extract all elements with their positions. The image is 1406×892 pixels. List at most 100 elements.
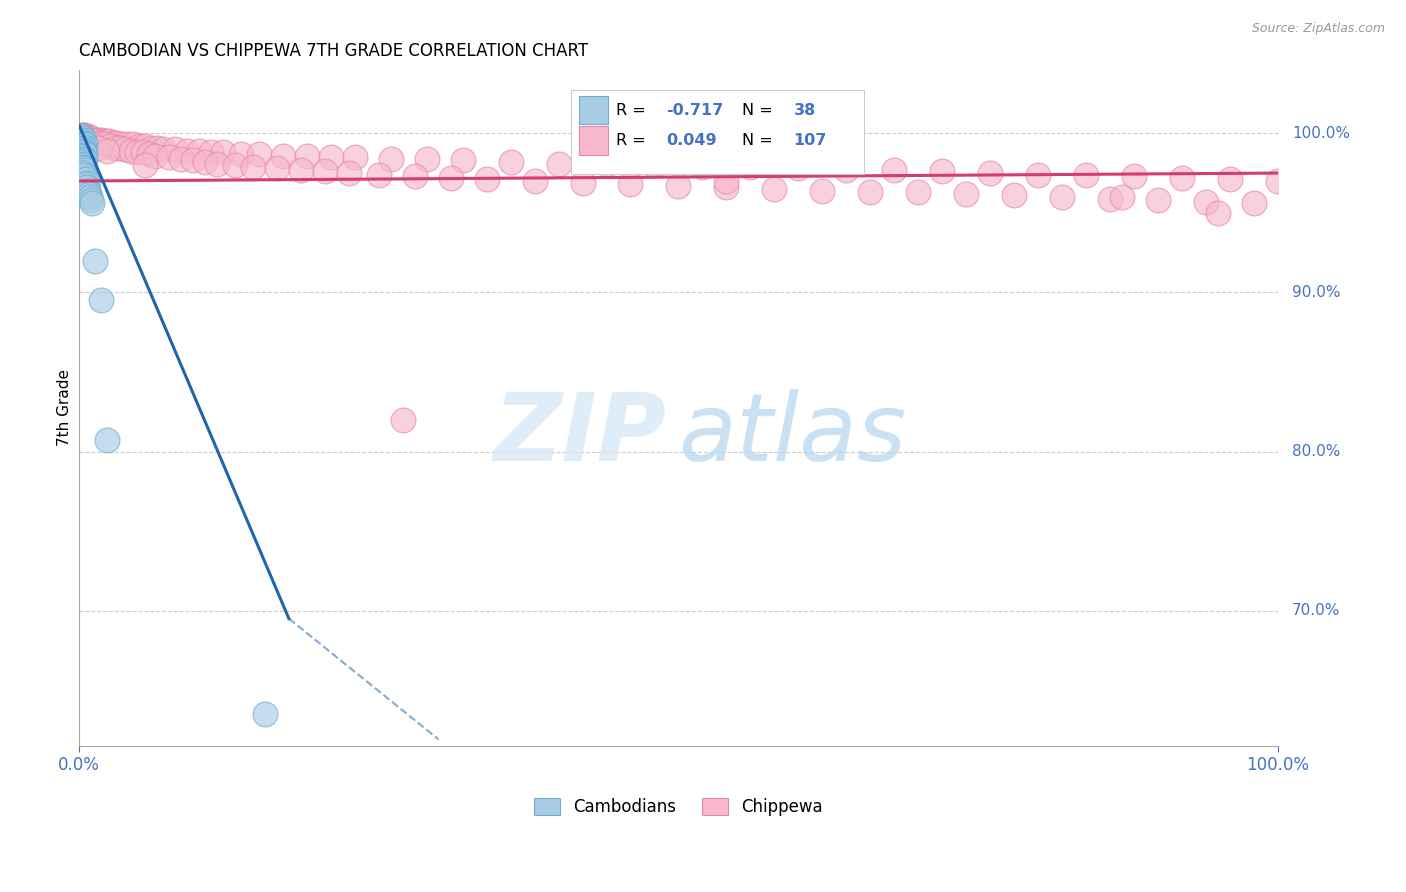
Point	[76, 136, 98, 150]
Point	[70, 148, 93, 162]
Point	[181, 153, 204, 168]
Point	[72, 160, 94, 174]
Point	[89, 136, 111, 150]
FancyBboxPatch shape	[579, 127, 607, 155]
Point	[83, 134, 105, 148]
Text: CAMBODIAN VS CHIPPEWA 7TH GRADE CORRELATION CHART: CAMBODIAN VS CHIPPEWA 7TH GRADE CORRELAT…	[79, 42, 588, 60]
Point	[93, 137, 115, 152]
Text: R =: R =	[616, 103, 651, 118]
Point	[73, 156, 96, 170]
Point	[931, 164, 953, 178]
Point	[955, 186, 977, 201]
Point	[72, 139, 94, 153]
Point	[194, 155, 217, 169]
Point	[138, 147, 160, 161]
Point	[77, 186, 100, 201]
Point	[787, 161, 810, 176]
Point	[73, 161, 96, 176]
Text: 107: 107	[793, 133, 827, 148]
Point	[404, 169, 426, 184]
Point	[740, 160, 762, 174]
Point	[75, 180, 97, 194]
Point	[75, 131, 97, 145]
Point	[75, 147, 97, 161]
Point	[391, 413, 413, 427]
Point	[86, 133, 108, 147]
Point	[188, 144, 211, 158]
Point	[643, 158, 665, 172]
Point	[72, 136, 94, 150]
Point	[70, 134, 93, 148]
Point	[229, 147, 252, 161]
Point	[90, 293, 112, 308]
Point	[72, 166, 94, 180]
Point	[668, 178, 690, 193]
Legend: Cambodians, Chippewa: Cambodians, Chippewa	[527, 791, 830, 823]
Point	[343, 150, 366, 164]
Point	[266, 161, 288, 176]
Text: 100.0%: 100.0%	[1292, 126, 1350, 141]
Point	[811, 184, 834, 198]
Point	[595, 156, 617, 170]
Point	[380, 152, 402, 166]
Text: 80.0%: 80.0%	[1292, 444, 1340, 459]
Text: ZIP: ZIP	[494, 389, 666, 481]
FancyBboxPatch shape	[579, 96, 607, 124]
Text: 0.049: 0.049	[666, 133, 717, 148]
Point	[212, 145, 235, 160]
Point	[1098, 192, 1121, 206]
Point	[79, 190, 101, 204]
Point	[70, 128, 93, 142]
Point	[451, 153, 474, 168]
Point	[253, 707, 276, 722]
Point	[75, 178, 97, 192]
Point	[290, 162, 312, 177]
Point	[73, 152, 96, 166]
Point	[571, 176, 593, 190]
Point	[146, 140, 169, 154]
Point	[835, 162, 858, 177]
Point	[1206, 206, 1229, 220]
Point	[247, 147, 270, 161]
Point	[87, 140, 110, 154]
Point	[114, 142, 136, 156]
Point	[96, 144, 118, 158]
Point	[73, 140, 96, 154]
Point	[75, 129, 97, 144]
Point	[75, 153, 97, 168]
Text: N =: N =	[742, 133, 778, 148]
Point	[883, 162, 905, 177]
Point	[82, 137, 104, 152]
Point	[125, 145, 148, 160]
Point	[1122, 169, 1144, 184]
Point	[1026, 168, 1049, 182]
Point	[859, 185, 882, 199]
Point	[170, 152, 193, 166]
Point	[72, 129, 94, 144]
Point	[72, 131, 94, 145]
Point	[337, 166, 360, 180]
Point	[139, 140, 162, 154]
Point	[1243, 196, 1265, 211]
Point	[73, 133, 96, 147]
Point	[73, 133, 96, 147]
Point	[111, 137, 134, 152]
Point	[547, 156, 569, 170]
Point	[80, 193, 103, 207]
Point	[122, 137, 145, 152]
Point	[1195, 194, 1218, 209]
Point	[73, 145, 96, 160]
Point	[716, 180, 738, 194]
Point	[76, 184, 98, 198]
Point	[979, 166, 1001, 180]
Point	[367, 168, 389, 182]
Point	[314, 164, 336, 178]
Point	[120, 144, 142, 158]
Point	[205, 156, 228, 170]
Point	[75, 162, 97, 177]
Y-axis label: 7th Grade: 7th Grade	[58, 369, 72, 446]
Point	[475, 172, 498, 186]
Point	[134, 139, 156, 153]
Point	[224, 158, 246, 172]
Point	[619, 178, 641, 192]
